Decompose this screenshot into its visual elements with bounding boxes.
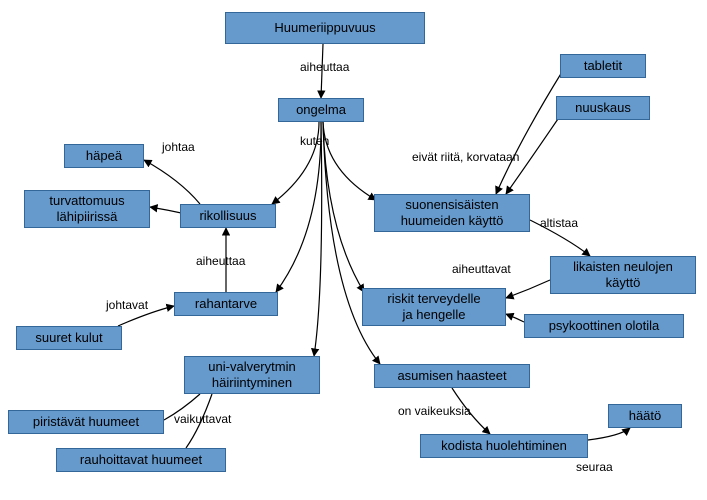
edge-ongelma-suonensisaisten	[323, 122, 376, 200]
node-likaisten: likaisten neulojen käyttö	[550, 256, 696, 294]
node-haato: häätö	[608, 404, 682, 428]
edge-label-ongelma-rikollisuus: kuten	[300, 134, 329, 148]
node-kodista: kodista huolehtiminen	[420, 434, 588, 458]
edge-label-rikollisuus-hapea: johtaa	[162, 140, 195, 154]
edge-label-likaisten-riskit: aiheuttavat	[452, 262, 511, 276]
edge-label-rahantarve-rikollisuus: aiheuttaa	[196, 254, 245, 268]
node-suuret: suuret kulut	[16, 326, 122, 350]
edge-ongelma-asumisen	[323, 122, 380, 364]
node-nuuskaus: nuuskaus	[556, 96, 650, 120]
node-turvattomuus: turvattomuus lähipiirissä	[24, 190, 150, 228]
edge-label-huumeriippuvuus-ongelma: aiheuttaa	[300, 60, 349, 74]
node-rauhoittavat: rauhoittavat huumeet	[56, 448, 226, 472]
edge-kodista-haato	[588, 428, 630, 440]
edge-label-asumisen-kodista: on vaikeuksia	[398, 404, 471, 418]
edge-ongelma-univalve	[314, 122, 322, 356]
edge-label-tabletit-suonensisaisten: eivät riitä, korvataan	[412, 150, 519, 164]
node-piristavat: piristävät huumeet	[8, 410, 164, 434]
node-univalve: uni-valverytmin häiriintyminen	[184, 356, 320, 394]
edge-label-suuret-rahantarve: johtavat	[106, 298, 148, 312]
edge-label-piristavat-univalve: vaikuttavat	[174, 412, 231, 426]
node-tabletit: tabletit	[560, 54, 646, 78]
edge-likaisten-riskit	[506, 280, 550, 298]
edge-label-kodista-haato: seuraa	[576, 460, 613, 474]
node-psykoottinen: psykoottinen olotila	[524, 314, 684, 338]
node-suonensisaisten: suonensisäisten huumeiden käyttö	[374, 194, 530, 232]
node-hapea: häpeä	[64, 144, 144, 168]
node-huumeriippuvuus: Huumeriippuvuus	[225, 12, 425, 44]
node-ongelma: ongelma	[278, 98, 364, 122]
edge-psykoottinen-riskit	[506, 314, 524, 322]
edge-rikollisuus-hapea	[144, 160, 200, 204]
edge-label-suonensisaisten-likaisten: altistaa	[540, 216, 578, 230]
node-riskit: riskit terveydelle ja hengelle	[362, 288, 506, 326]
edge-tabletit-suonensisaisten	[496, 72, 562, 194]
node-rikollisuus: rikollisuus	[180, 204, 276, 228]
node-rahantarve: rahantarve	[174, 292, 278, 316]
node-asumisen: asumisen haasteet	[374, 364, 530, 388]
